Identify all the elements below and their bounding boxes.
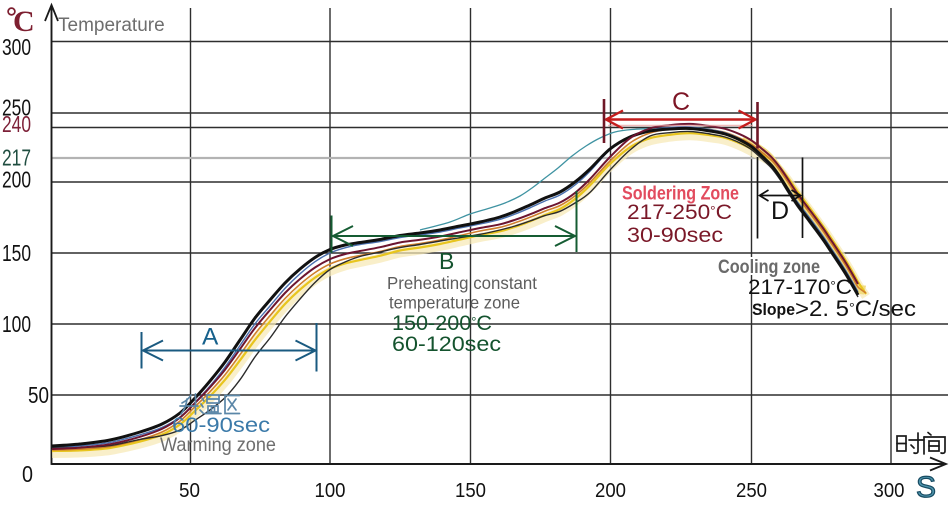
svg-text:0: 0 [22, 461, 33, 487]
svg-text:300: 300 [2, 34, 31, 60]
svg-text:217: 217 [2, 145, 31, 171]
svg-text:100: 100 [315, 479, 346, 502]
svg-text:200: 200 [2, 167, 31, 193]
svg-text:A: A [202, 324, 219, 351]
svg-text:C: C [672, 88, 690, 116]
svg-text:250: 250 [2, 95, 31, 121]
svg-text:Slope: Slope [752, 301, 795, 319]
svg-text:200: 200 [595, 479, 626, 502]
svg-text:150: 150 [2, 240, 31, 266]
svg-text:>2. 5°C/sec: >2. 5 °C/sec [795, 296, 916, 321]
svg-text:50: 50 [179, 479, 200, 502]
svg-text:Cooling zone: Cooling zone [718, 257, 820, 278]
svg-text:C: C [13, 5, 35, 38]
svg-text:250: 250 [736, 479, 767, 502]
svg-text:Temperature: Temperature [58, 15, 165, 36]
svg-text:Cooling zone: Cooling zone [718, 257, 820, 278]
svg-text:30-90sec: 30-90sec [627, 224, 723, 247]
svg-text:Preheating constant: Preheating constant [387, 273, 537, 293]
svg-text:150: 150 [455, 479, 486, 502]
svg-text:150-200°C: 150-200 °C [392, 312, 492, 335]
svg-text:D: D [771, 197, 789, 225]
svg-text:Soldering Zone: Soldering Zone [622, 183, 739, 205]
svg-text:217-250°C: 217-250 °C [627, 201, 732, 224]
svg-text:60-90sec: 60-90sec [172, 414, 270, 437]
svg-text:50: 50 [28, 382, 49, 408]
svg-text:S: S [916, 471, 936, 504]
svg-text:temperature zone: temperature zone [389, 293, 520, 313]
svg-text:Warming zone: Warming zone [160, 434, 276, 456]
svg-text:240: 240 [2, 111, 31, 137]
svg-text:60-120sec: 60-120sec [392, 333, 501, 356]
svg-text:B: B [439, 248, 454, 274]
svg-text:300: 300 [874, 479, 905, 502]
svg-text:100: 100 [2, 311, 31, 337]
